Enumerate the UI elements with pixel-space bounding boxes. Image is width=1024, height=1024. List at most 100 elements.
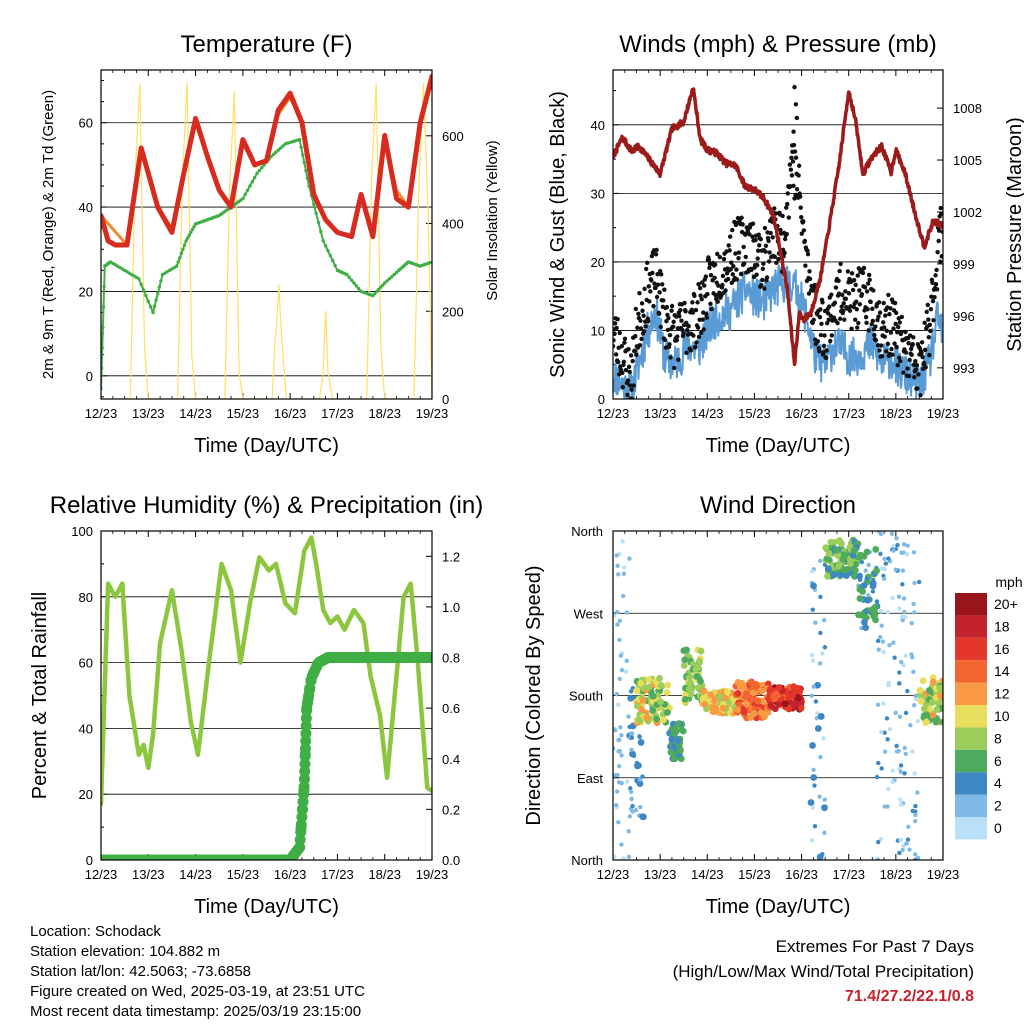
direction-point — [871, 603, 879, 611]
gust-point — [922, 347, 928, 353]
gust-point — [692, 293, 697, 298]
direction-point — [895, 542, 900, 548]
gust-point — [706, 257, 712, 263]
colorbar-label: 18 — [994, 618, 1010, 634]
y2-tick-label: 1005 — [953, 153, 982, 168]
direction-point — [851, 567, 859, 574]
series-point — [184, 239, 188, 243]
gust-point — [923, 365, 928, 370]
y-tick-label: 0 — [86, 853, 93, 868]
direction-point — [897, 850, 902, 856]
direction-point — [810, 582, 817, 590]
direction-point — [693, 673, 701, 680]
gust-point — [876, 300, 882, 305]
gust-point — [805, 251, 811, 257]
gust-point — [913, 359, 918, 364]
gust-point — [683, 309, 688, 314]
direction-point — [696, 657, 703, 665]
direction-point — [885, 609, 891, 615]
x-axis-label: Time (Day/UTC) — [194, 435, 339, 457]
direction-point — [653, 715, 661, 723]
direction-point — [936, 684, 943, 692]
gust-point — [919, 351, 924, 356]
gust-point — [786, 215, 791, 220]
x-tick-label: 12/23 — [85, 867, 118, 882]
gust-point — [741, 261, 747, 266]
direction-point — [890, 595, 895, 601]
gust-point — [820, 300, 825, 305]
direction-point — [735, 700, 743, 708]
direction-point — [917, 697, 925, 705]
gust-point — [878, 343, 884, 348]
y-axis-label: 2m & 9m T (Red, Orange) & 2m Td (Green) — [40, 90, 57, 379]
gust-point — [822, 333, 827, 338]
direction-point — [794, 684, 802, 692]
series-point — [385, 279, 389, 283]
direction-point — [767, 702, 775, 710]
gust-point — [857, 302, 863, 307]
series-point — [154, 298, 158, 302]
gust-point — [698, 293, 703, 298]
gust-point — [889, 346, 894, 352]
gust-point — [817, 349, 822, 354]
direction-point — [900, 582, 905, 587]
gust-point — [753, 237, 758, 243]
gust-point — [789, 143, 795, 148]
gust-point — [713, 292, 718, 298]
direction-point — [901, 542, 907, 547]
direction-point — [637, 734, 642, 740]
direction-point — [908, 722, 913, 728]
direction-point — [843, 566, 850, 574]
y2-tick-label: 0.2 — [442, 802, 460, 817]
gust-point — [630, 358, 635, 364]
direction-point — [630, 803, 635, 809]
gust-point — [936, 238, 941, 244]
direction-point — [615, 622, 620, 627]
gust-point — [708, 301, 713, 307]
y-tick-label: North — [571, 853, 603, 868]
gust-point — [639, 336, 644, 342]
gust-point — [652, 281, 657, 286]
series-point — [243, 192, 247, 197]
gust-point — [897, 320, 902, 325]
direction-point — [723, 688, 731, 696]
series-point — [304, 168, 308, 173]
direction-point — [638, 705, 645, 713]
gust-point — [798, 194, 803, 199]
gust-point — [877, 348, 882, 353]
direction-point — [899, 614, 905, 620]
gust-point — [824, 348, 829, 353]
series-point — [390, 274, 394, 279]
series-point — [176, 260, 180, 264]
direction-point — [818, 594, 823, 600]
direction-point — [821, 804, 828, 812]
x-tick-label: 17/23 — [321, 406, 354, 421]
direction-point — [859, 612, 867, 619]
gust-point — [843, 296, 849, 302]
direction-point — [818, 754, 823, 760]
gust-point — [662, 287, 667, 292]
gust-point — [667, 332, 673, 338]
direction-point — [775, 684, 783, 691]
direction-point — [628, 731, 634, 736]
y2-tick-label: 1.0 — [442, 600, 460, 615]
direction-point — [627, 814, 633, 819]
colorbar-swatch — [955, 772, 987, 795]
direction-point — [685, 685, 693, 693]
direction-point — [810, 652, 815, 658]
series-point — [181, 247, 185, 251]
series-point — [144, 293, 148, 298]
direction-point — [680, 647, 688, 655]
direction-point — [674, 720, 682, 728]
gust-point — [924, 309, 929, 315]
series-point — [319, 229, 323, 234]
gust-point — [789, 173, 795, 178]
direction-point — [719, 704, 727, 712]
gust-point — [716, 283, 721, 288]
gust-point — [922, 320, 927, 325]
direction-point — [879, 623, 884, 628]
direction-point — [878, 551, 883, 557]
direction-point — [881, 576, 887, 582]
gust-point — [880, 320, 886, 325]
gust-point — [645, 260, 650, 265]
